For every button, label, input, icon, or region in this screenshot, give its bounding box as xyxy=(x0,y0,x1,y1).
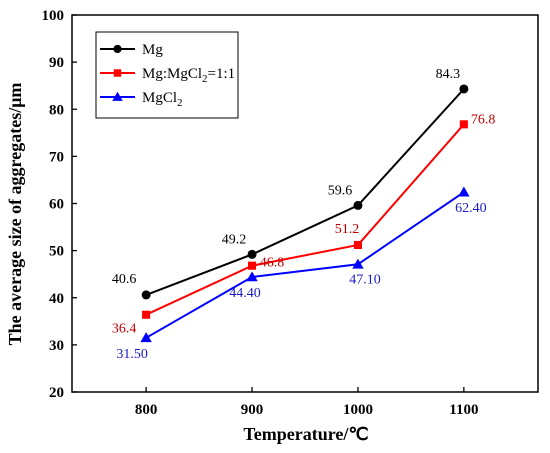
legend-item: Mg:MgCl2=1:1 xyxy=(100,66,235,85)
x-tick-label: 800 xyxy=(135,402,158,418)
data-label: 62.40 xyxy=(455,201,487,216)
legend-label: Mg:MgCl2=1:1 xyxy=(142,66,235,85)
series-0 xyxy=(141,84,469,300)
y-tick-label: 70 xyxy=(49,149,64,165)
data-point xyxy=(352,258,364,269)
series-1 xyxy=(142,120,468,319)
data-label: 31.50 xyxy=(116,347,148,362)
data-point xyxy=(140,332,152,343)
legend-label-subscript: 2 xyxy=(177,97,183,109)
y-tick-label: 90 xyxy=(49,55,64,71)
series-line xyxy=(145,191,465,339)
y-axis-title: The average size of aggregates/μm xyxy=(5,83,25,346)
series-2 xyxy=(140,186,470,343)
legend-label-main: MgCl xyxy=(142,90,177,106)
y-tick-label: 20 xyxy=(49,385,64,401)
data-point xyxy=(141,290,151,300)
x-tick-label: 1000 xyxy=(343,402,373,418)
series-line xyxy=(145,88,465,296)
data-label: 84.3 xyxy=(436,67,461,82)
data-labels: 40.6 49.2 59.6 84.3 36.4 46.8 51.2 76.8 31.50 44.… xyxy=(112,67,495,362)
data-label: 51.2 xyxy=(335,222,360,237)
y-tick-label: 40 xyxy=(49,291,64,307)
data-point xyxy=(458,186,470,197)
legend-marker xyxy=(113,69,122,77)
y-tick-label: 80 xyxy=(49,102,64,118)
series-layer xyxy=(140,84,470,343)
legend-label: MgCl2 xyxy=(142,90,183,109)
data-label: 40.6 xyxy=(112,272,137,287)
data-label: 49.2 xyxy=(222,232,247,247)
x-tick-label: 900 xyxy=(241,402,264,418)
data-point xyxy=(353,240,363,250)
legend-marker xyxy=(113,44,122,54)
data-point xyxy=(246,271,258,282)
data-label: 44.40 xyxy=(229,286,261,301)
data-label: 47.10 xyxy=(349,272,381,287)
legend-label-main: Mg:MgCl xyxy=(142,66,202,82)
data-point xyxy=(247,249,257,259)
axes-ticks: 20 30 40 50 60 70 80 90 100 800 900 1000 1100 xyxy=(42,8,479,418)
legend-label: Mg xyxy=(142,42,163,58)
data-point xyxy=(459,84,469,94)
y-tick-label: 60 xyxy=(49,197,64,213)
data-label: 76.8 xyxy=(471,112,496,127)
x-tick-label: 1100 xyxy=(449,402,478,418)
data-point xyxy=(459,120,468,129)
data-label: 59.6 xyxy=(328,183,353,198)
data-point xyxy=(247,261,257,270)
legend-marker xyxy=(112,91,123,101)
legend-label-tail: =1:1 xyxy=(208,66,236,82)
data-point xyxy=(142,310,151,319)
x-axis-title: Temperature/℃ xyxy=(243,424,368,444)
legend-label-subscript: 2 xyxy=(202,73,208,85)
legend-label-main: Mg xyxy=(142,42,163,58)
y-tick-label: 30 xyxy=(49,338,64,354)
series-line xyxy=(145,123,465,316)
legend-item: MgCl2 xyxy=(100,90,183,109)
data-point xyxy=(353,200,363,210)
data-label: 36.4 xyxy=(112,322,137,337)
y-tick-label: 50 xyxy=(49,244,64,260)
y-tick-label: 100 xyxy=(42,8,65,24)
data-label: 46.8 xyxy=(260,256,285,271)
legend-item: Mg xyxy=(100,42,163,58)
